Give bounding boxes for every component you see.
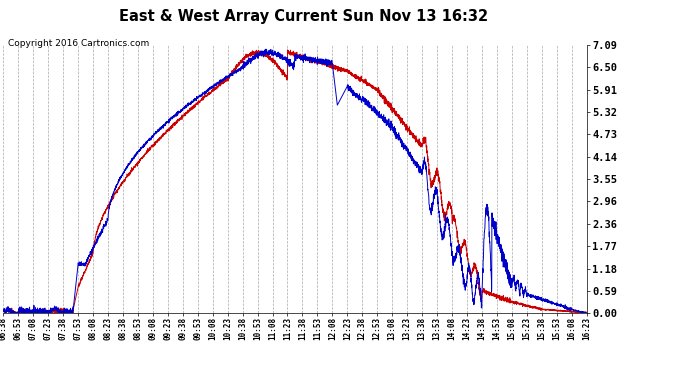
Text: East & West Array Current Sun Nov 13 16:32: East & West Array Current Sun Nov 13 16:…: [119, 9, 488, 24]
Text: East Array  (DC Amps): East Array (DC Amps): [386, 33, 498, 42]
Text: West Array  (DC Amps): West Array (DC Amps): [522, 33, 634, 42]
Text: Copyright 2016 Cartronics.com: Copyright 2016 Cartronics.com: [8, 39, 150, 48]
